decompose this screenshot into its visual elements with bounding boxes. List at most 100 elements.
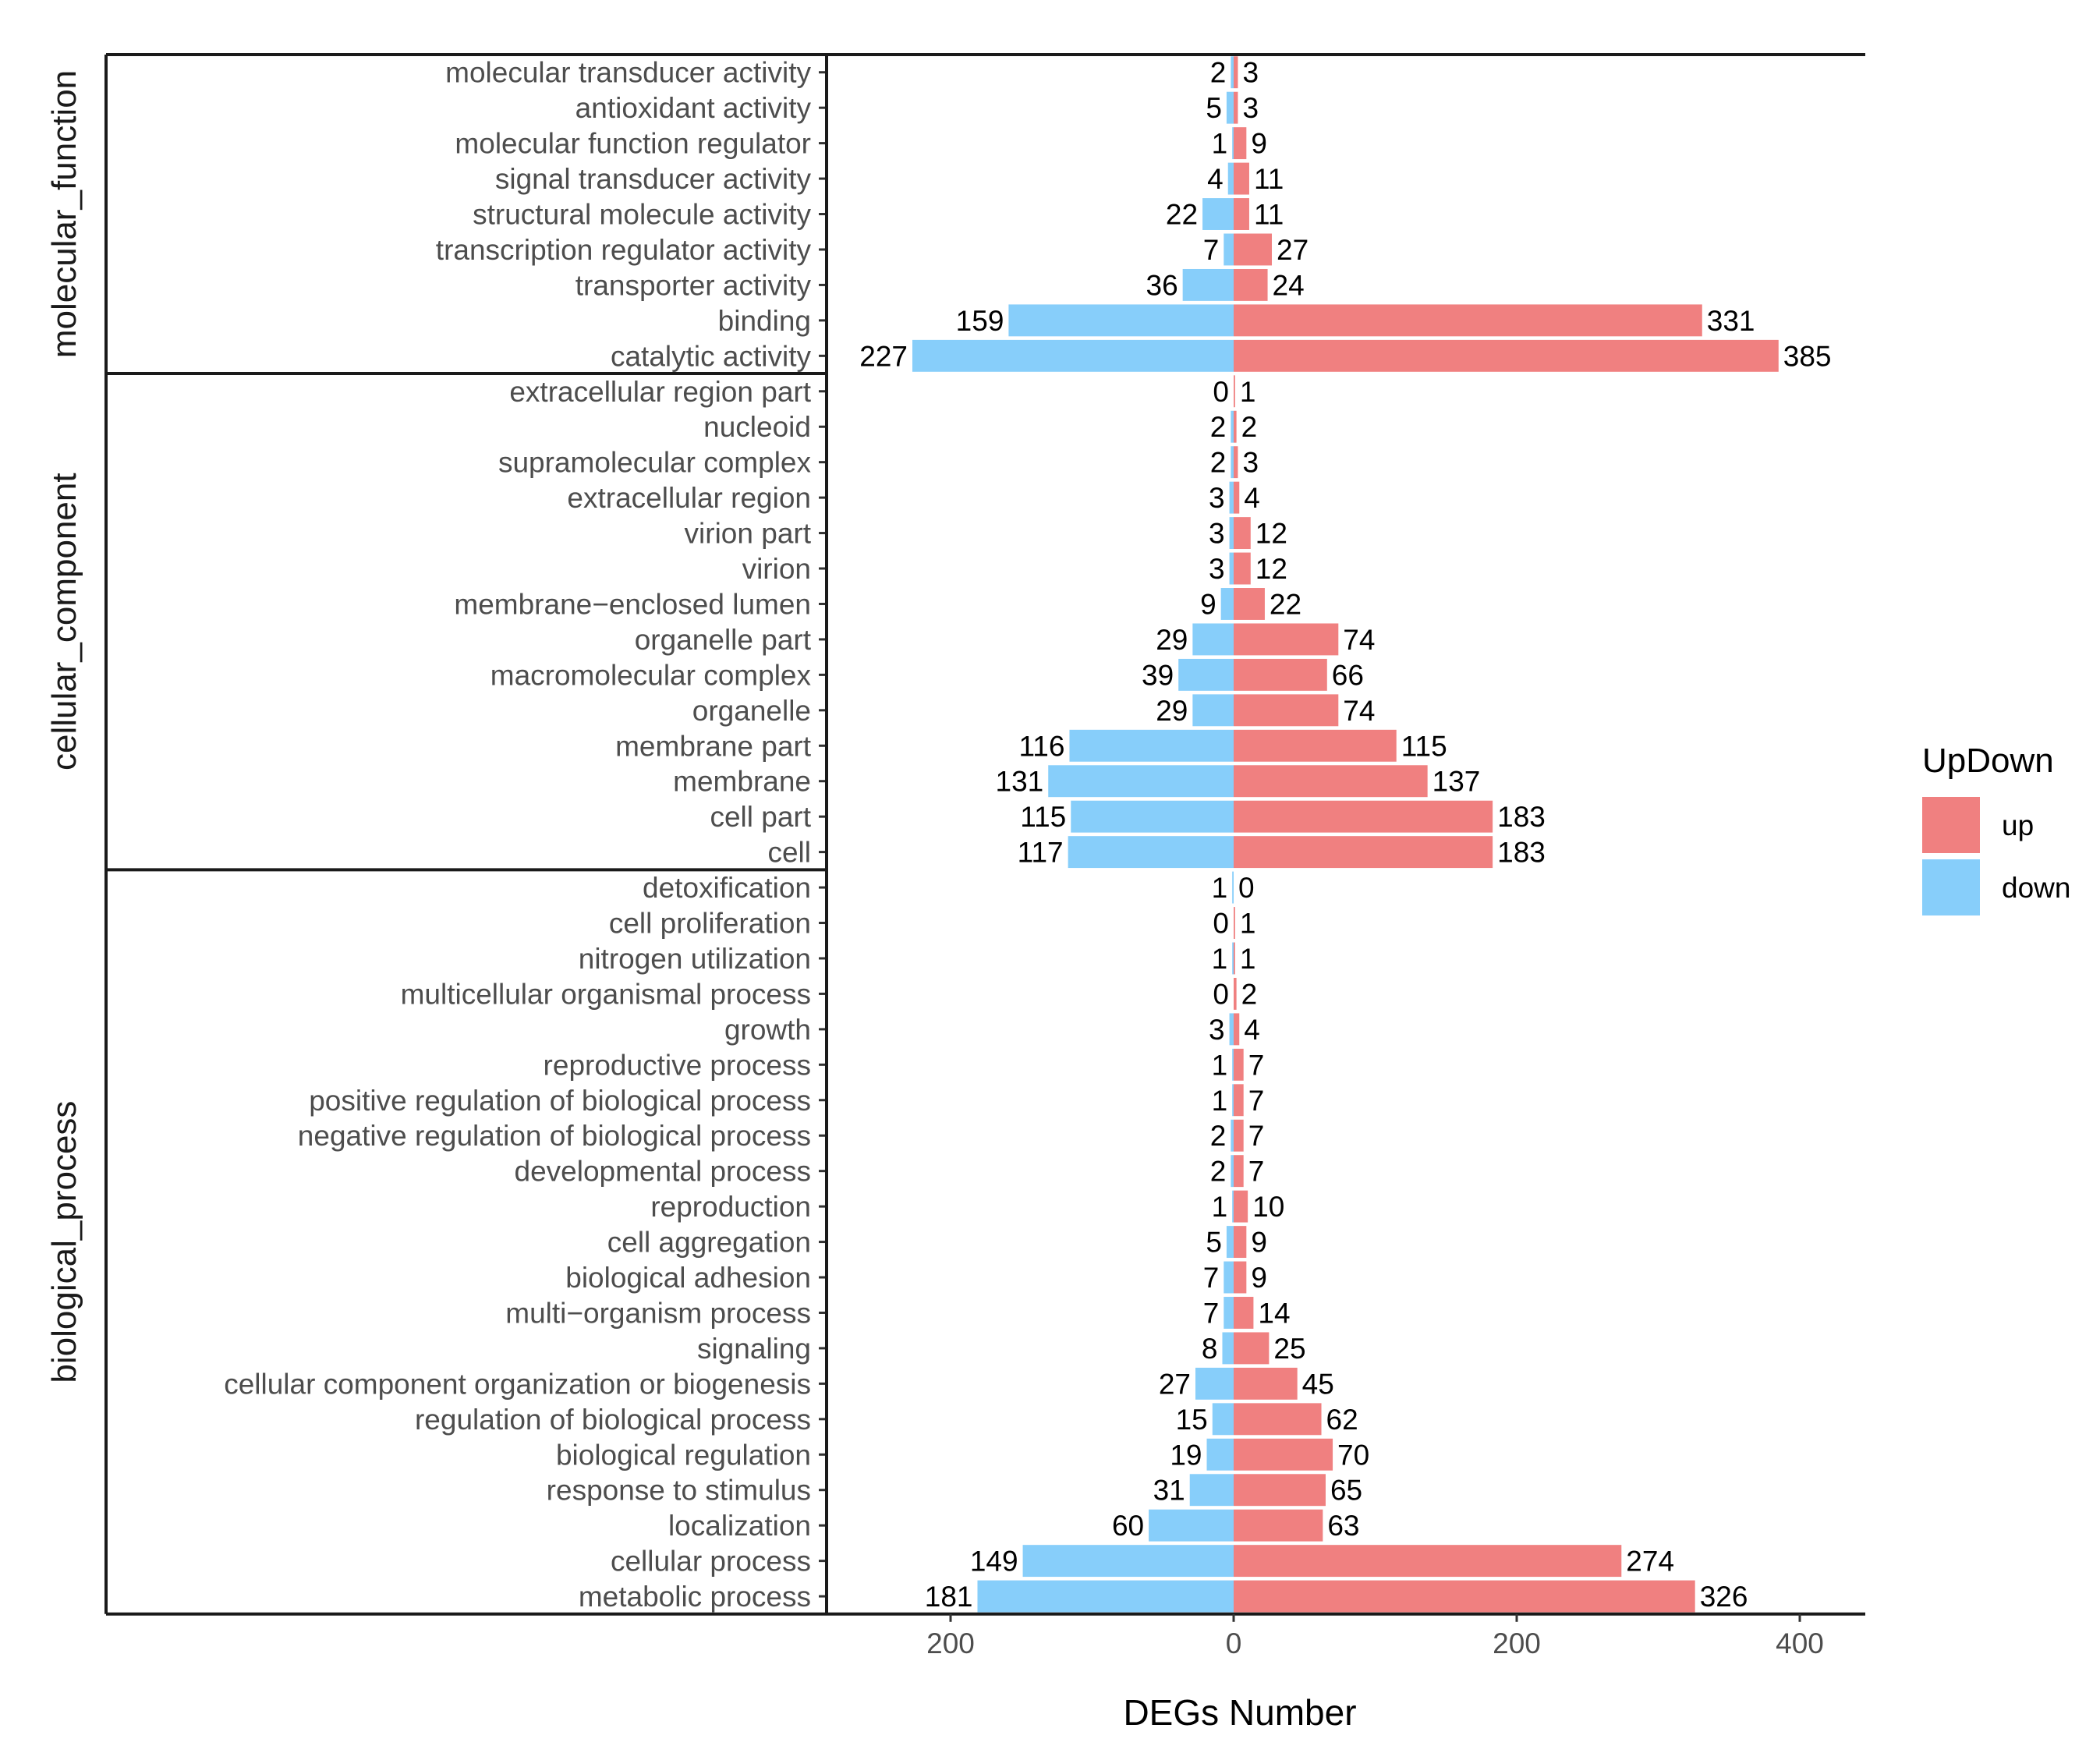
up-value-label: 74	[1343, 624, 1375, 656]
down-value-label: 4	[1207, 163, 1224, 195]
up-value-label: 22	[1270, 588, 1301, 620]
x-tick-label: 200	[926, 1627, 975, 1659]
legend: UpDown up down	[1922, 742, 2070, 915]
bar-up	[1234, 162, 1249, 195]
bar-down	[1226, 1226, 1234, 1259]
bar-down	[1008, 304, 1234, 337]
bar-down	[1232, 871, 1234, 904]
up-value-label: 9	[1251, 1227, 1267, 1259]
up-value-label: 115	[1401, 730, 1447, 762]
down-value-label: 9	[1200, 588, 1216, 620]
up-value-label: 14	[1258, 1297, 1290, 1329]
down-value-label: 36	[1146, 269, 1178, 301]
down-value-label: 3	[1209, 1014, 1225, 1046]
up-value-label: 11	[1254, 163, 1284, 195]
category-label: cell proliferation	[609, 908, 811, 940]
up-value-label: 27	[1277, 234, 1309, 266]
bar-down	[1202, 198, 1234, 230]
up-value-label: 1	[1240, 376, 1256, 408]
up-value-label: 65	[1330, 1475, 1362, 1507]
bar-down	[1224, 233, 1234, 266]
down-value-label: 149	[970, 1546, 1018, 1578]
group-label: cellular_component	[45, 473, 83, 770]
group-strip-labels: molecular_function cellular_componentbiol…	[45, 70, 83, 1383]
bar-down	[1232, 127, 1234, 160]
down-value-label: 2	[1210, 411, 1227, 443]
bar-up	[1234, 1580, 1695, 1613]
bar-up	[1234, 339, 1779, 372]
down-value-label: 27	[1159, 1368, 1191, 1400]
bar-down	[1231, 410, 1234, 443]
bar-up	[1234, 1545, 1622, 1578]
category-label: membrane	[673, 766, 811, 798]
down-value-label: 29	[1156, 624, 1188, 656]
category-label: transcription regulator activity	[436, 234, 812, 266]
up-value-label: 24	[1273, 269, 1305, 301]
down-value-label: 115	[1020, 801, 1066, 833]
bar-down	[1229, 552, 1234, 585]
category-label: signal transducer activity	[495, 163, 812, 195]
category-label: reproduction	[650, 1191, 811, 1223]
category-label: regulation of biological process	[415, 1404, 811, 1436]
down-value-label: 8	[1202, 1333, 1218, 1365]
bar-down	[1232, 1084, 1234, 1117]
bar-up	[1234, 446, 1238, 479]
down-value-label: 2	[1210, 447, 1227, 479]
bar-up	[1234, 1297, 1254, 1329]
bar-down	[1212, 1403, 1234, 1436]
category-label: extracellular region	[567, 482, 811, 514]
down-value-label: 116	[1018, 730, 1064, 762]
legend-label-down: down	[2002, 872, 2070, 904]
up-value-label: 9	[1251, 128, 1267, 160]
bar-down	[1178, 658, 1234, 691]
legend-swatch-up	[1922, 797, 1980, 853]
up-value-label: 385	[1783, 340, 1832, 372]
bar-down	[1195, 1367, 1234, 1400]
category-label: organelle part	[635, 624, 812, 656]
bar-up	[1234, 1190, 1248, 1223]
bar-up	[1234, 658, 1327, 691]
bar-down	[1224, 1261, 1234, 1294]
bar-down	[1232, 1048, 1234, 1081]
bar-up	[1234, 1438, 1333, 1471]
bar-up	[1234, 1048, 1244, 1081]
up-value-label: 3	[1242, 92, 1259, 124]
bar-down	[1048, 765, 1234, 798]
category-label: molecular transducer activity	[445, 57, 811, 89]
x-tick-label: 400	[1776, 1627, 1824, 1659]
bar-up	[1234, 198, 1249, 230]
category-label: catalytic activity	[611, 340, 812, 372]
bar-down	[912, 339, 1234, 372]
bar-up	[1234, 1367, 1298, 1400]
category-label: transporter activity	[575, 269, 812, 301]
bar-up	[1234, 977, 1237, 1010]
bar-up	[1234, 552, 1251, 585]
category-label: negative regulation of biological proces…	[298, 1120, 811, 1152]
bar-up	[1234, 694, 1339, 727]
bar-up	[1234, 1474, 1326, 1507]
bar-up	[1234, 1013, 1240, 1046]
category-label: virion part	[685, 518, 812, 550]
category-label: biological adhesion	[565, 1262, 811, 1294]
up-value-label: 331	[1707, 305, 1755, 337]
bar-down	[1231, 1155, 1234, 1188]
bar-down	[1022, 1545, 1234, 1578]
category-label: organelle	[692, 695, 811, 727]
up-value-label: 25	[1273, 1333, 1305, 1365]
up-value-label: 183	[1497, 801, 1546, 833]
category-label: multi−organism process	[505, 1297, 811, 1329]
bar-down	[1229, 1013, 1234, 1046]
x-tick-label: 0	[1226, 1627, 1242, 1659]
bar-up	[1234, 233, 1273, 266]
category-label: cellular component organization or bioge…	[224, 1368, 811, 1400]
category-label: supramolecular complex	[498, 447, 812, 479]
bar-up	[1234, 1226, 1247, 1259]
bar-up	[1234, 907, 1235, 939]
bar-up	[1234, 375, 1235, 408]
bar-down	[1192, 623, 1234, 656]
up-value-label: 7	[1248, 1156, 1265, 1188]
down-value-label: 7	[1203, 1297, 1220, 1329]
down-value-label: 2	[1210, 1120, 1227, 1152]
up-value-label: 70	[1337, 1439, 1369, 1471]
